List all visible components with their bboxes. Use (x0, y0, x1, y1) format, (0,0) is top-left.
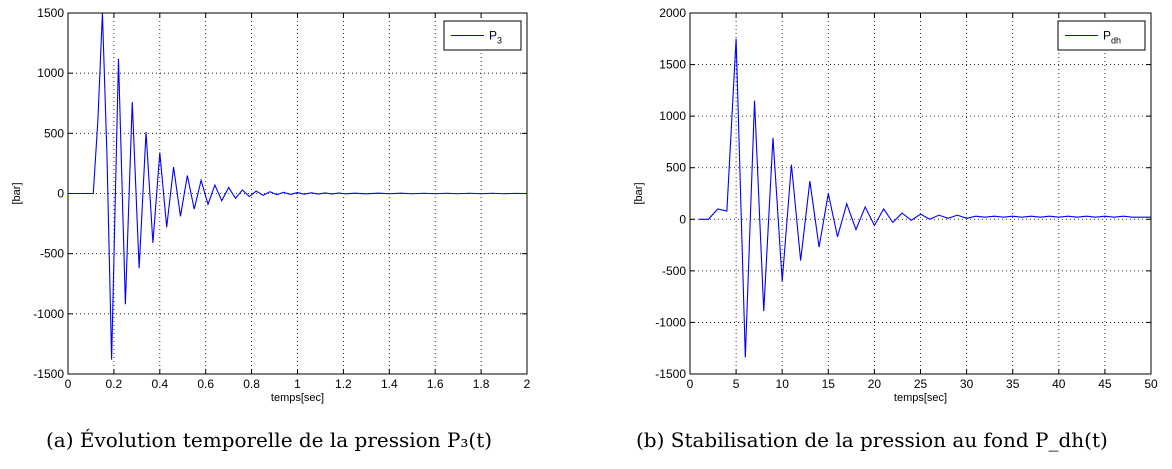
x-tick-label: 30 (960, 377, 974, 391)
y-tick-label: 1000 (37, 66, 64, 80)
x-tick-label: 2 (524, 377, 531, 391)
x-tick-label: 5 (733, 377, 740, 391)
x-tick-label: 10 (776, 377, 790, 391)
x-tick-label: 1.2 (335, 377, 352, 391)
x-axis-label: temps[sec] (271, 392, 324, 404)
caption-b: (b) Stabilisation de la pression au fond… (636, 428, 1108, 452)
x-tick-label: 1.6 (427, 377, 444, 391)
x-tick-label: 1.4 (381, 377, 398, 391)
y-tick-label: 500 (44, 126, 64, 140)
x-tick-label: 0.4 (151, 377, 168, 391)
x-tick-label: 1 (294, 377, 301, 391)
x-tick-label: 0.8 (243, 377, 260, 391)
y-tick-label: 1500 (37, 6, 64, 20)
caption-a: (a) Évolution temporelle de la pression … (46, 428, 493, 452)
x-tick-label: 0.2 (106, 377, 123, 391)
axes-frame (67, 12, 528, 375)
x-tick-label: 0 (65, 377, 72, 391)
x-tick-label: 0 (687, 377, 694, 391)
x-axis-label: temps[sec] (894, 392, 947, 404)
y-tick-label: 500 (666, 161, 686, 175)
axes-frame (689, 12, 1152, 375)
x-tick-label: 40 (1052, 377, 1066, 391)
x-tick-label: 45 (1098, 377, 1112, 391)
y-tick-label: -500 (40, 247, 64, 261)
y-tick-label: -1500 (33, 367, 64, 381)
y-tick-label: -500 (662, 264, 686, 278)
y-tick-label: 0 (679, 212, 686, 226)
y-tick-label: 0 (57, 187, 64, 201)
x-tick-label: 0.6 (197, 377, 214, 391)
x-tick-label: 35 (1006, 377, 1020, 391)
y-tick-label: 1500 (659, 58, 686, 72)
x-tick-label: 15 (822, 377, 836, 391)
legend-label: Pdh (1103, 29, 1121, 46)
y-tick-label: -1000 (33, 307, 64, 321)
y-tick-label: -1000 (655, 315, 686, 329)
series-line-p3 (68, 12, 528, 360)
legend-label: P3 (489, 29, 502, 46)
x-tick-label: 20 (868, 377, 882, 391)
y-tick-label: -1500 (655, 367, 686, 381)
chart-panel-b: 0 5 10 15 20 25 30 35 40 45 50 -1500 -1000 -500 0 500 10… (586, 0, 1172, 469)
chart-panel-a: 0 0.2 0.4 0.6 0.8 1 1.2 1.4 1.6 1.8 2 -1500 -1000 -50… (11, 6, 531, 452)
y-axis-label: [bar] (633, 182, 645, 204)
x-tick-label: 1.8 (473, 377, 490, 391)
y-tick-label: 2000 (659, 6, 686, 20)
pressure-p3-chart: 0 0.2 0.4 0.6 0.8 1 1.2 1.4 1.6 1.8 2 -1500 -1000 -50… (11, 6, 531, 404)
x-tick-label: 25 (914, 377, 928, 391)
y-tick-label: 1000 (659, 109, 686, 123)
pressure-pdh-chart: 0 5 10 15 20 25 30 35 40 45 50 -1500 -1000 -500 0 500 10… (633, 6, 1158, 404)
series-line-pdh (699, 38, 1151, 358)
x-tick-label: 50 (1144, 377, 1158, 391)
y-axis-label: [bar] (11, 182, 23, 204)
